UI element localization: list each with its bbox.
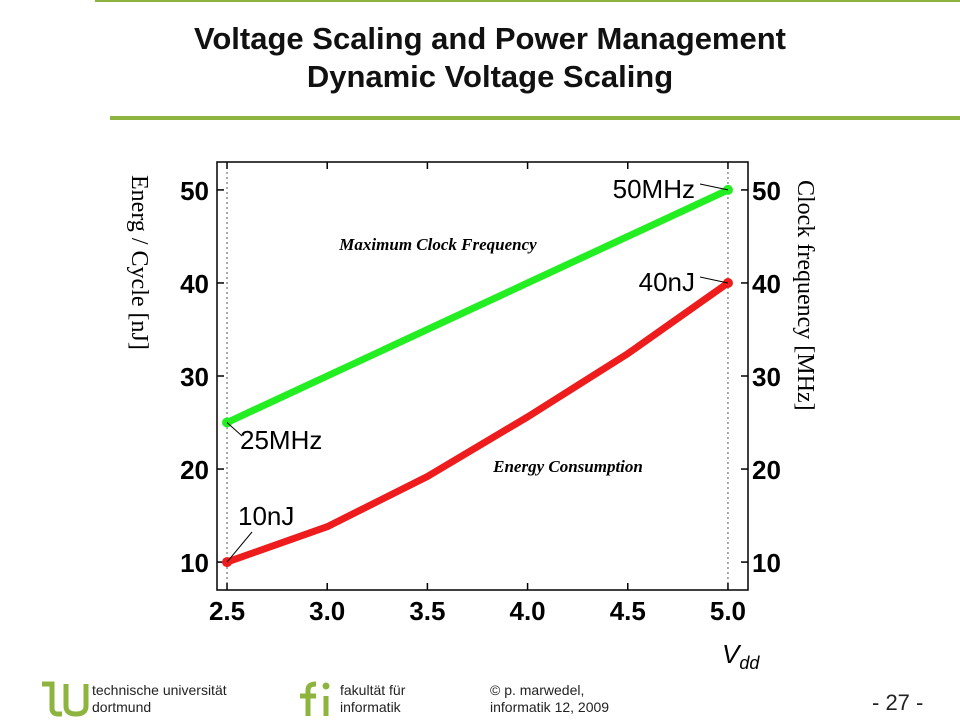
- title-underline: [110, 116, 960, 120]
- x-tick-label: 3.0: [309, 596, 345, 626]
- series-label-energy-consumption: Energy Consumption: [492, 457, 643, 476]
- y-axis-label-right: Clock frequency [MHz]: [792, 180, 818, 411]
- y-tick-label-right: 10: [752, 548, 781, 578]
- page-number: - 27 -: [872, 690, 924, 715]
- tu-logo-t: [42, 681, 62, 717]
- tu-logo: [42, 681, 89, 717]
- title-line-1: Voltage Scaling and Power Management: [194, 21, 786, 56]
- fi-logo-dot: [322, 682, 330, 690]
- x-axis-label-subscript: dd: [739, 653, 760, 673]
- y-axis-label-left: Energ / Cycle [nJ]: [126, 175, 152, 350]
- y-tick-label-right: 30: [752, 362, 781, 392]
- series-line: [223, 279, 732, 566]
- annotation-label: 40nJ: [639, 267, 695, 297]
- title-line-2: Dynamic Voltage Scaling: [306, 59, 674, 94]
- y-tick-label-left: 20: [180, 455, 209, 485]
- author-line-1: © p. marwedel,: [490, 682, 585, 698]
- y-tick-label-left: 30: [180, 362, 209, 392]
- y-tick-label-left: 50: [180, 176, 209, 206]
- annotation-leader: [226, 422, 243, 437]
- x-tick-label: 2.5: [209, 596, 245, 626]
- faculty-line-1: fakultät für: [340, 682, 406, 698]
- y-tick-label-right: 20: [752, 455, 781, 485]
- university-name: technische universität dortmund: [92, 682, 227, 716]
- tu-logo-u: [63, 684, 89, 717]
- series-line: [223, 186, 732, 427]
- x-tick-label: 5.0: [710, 596, 746, 626]
- annotation-leader: [699, 183, 729, 191]
- author-credit: © p. marwedel, informatik 12, 2009: [490, 682, 609, 716]
- annotation-label: 50MHz: [613, 174, 695, 204]
- y-tick-label-left: 40: [180, 269, 209, 299]
- page-title: Voltage Scaling and Power Management Dyn…: [100, 20, 880, 96]
- fi-logo-f: [300, 681, 317, 716]
- x-tick-label: 4.5: [610, 596, 646, 626]
- x-tick-label: 3.5: [409, 596, 445, 626]
- annotation-label: 25MHz: [240, 425, 322, 455]
- x-axis-label-main: V: [722, 639, 742, 669]
- plot-frame: [216, 161, 749, 591]
- top-accent-line: [95, 0, 960, 2]
- author-line-2: informatik 12, 2009: [490, 699, 610, 715]
- annotation-leader: [226, 531, 253, 563]
- faculty-line-2: informatik: [340, 699, 401, 715]
- y-tick-label-left: 10: [180, 548, 209, 578]
- fi-logo: [300, 681, 330, 716]
- university-line-1: technische universität: [92, 682, 227, 698]
- annotation-leader: [699, 276, 729, 284]
- y-tick-label-right: 40: [752, 269, 781, 299]
- faculty-name: fakultät für informatik: [340, 682, 405, 716]
- series-label-clock-frequency: Maximum Clock Frequency: [338, 235, 537, 254]
- x-tick-label: 4.0: [510, 596, 546, 626]
- university-line-2: dortmund: [92, 699, 152, 715]
- annotation-label: 10nJ: [238, 501, 294, 531]
- y-tick-label-right: 50: [752, 176, 781, 206]
- x-axis-label: Vdd: [722, 639, 760, 673]
